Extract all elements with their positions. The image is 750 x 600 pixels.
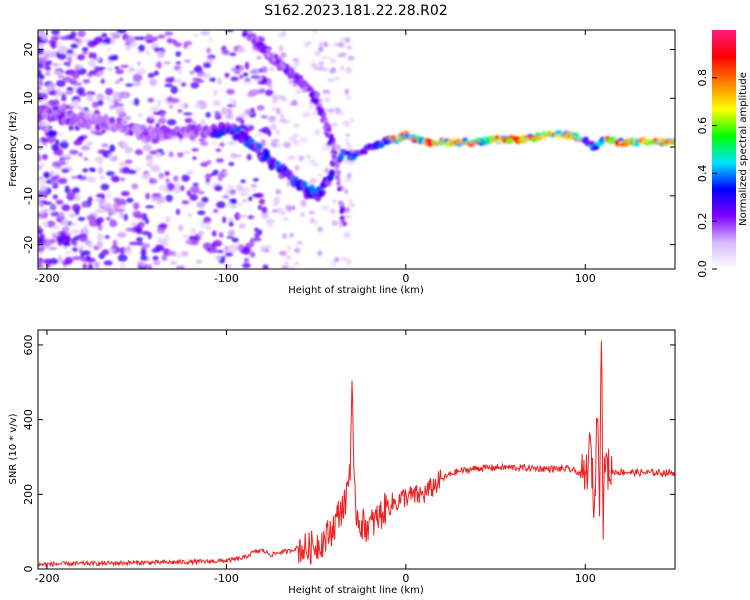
spectrogram-y-tick-label: 10 — [22, 91, 35, 105]
spectrogram-y-ticks: -20 -10 0 10 20 — [22, 43, 675, 254]
spectrogram-y-tick-label: 0 — [22, 144, 35, 151]
spectrogram-plot-area — [38, 30, 675, 269]
spectrogram-x-tick-label: 100 — [575, 272, 596, 285]
spectrogram-y-tick-label: -20 — [22, 236, 35, 254]
figure-title: S162.2023.181.22.28.R02 — [264, 3, 447, 19]
snr-y-tick-label: 600 — [22, 334, 35, 355]
snr-x-tick-label: -100 — [214, 572, 239, 585]
snr-x-axis-label: Height of straight line (km) — [288, 585, 424, 596]
snr-y-ticks: 0 200 400 600 — [22, 334, 675, 573]
colorbar-tick-label: 0.8 — [696, 69, 709, 87]
snr-x-tick-label: 0 — [402, 572, 409, 585]
colorbar-tick-label: 0.6 — [696, 117, 709, 135]
snr-x-tick-label: 100 — [575, 572, 596, 585]
colorbar-bar — [712, 30, 736, 269]
colorbar: 0.0 0.2 0.4 0.6 0.8 Normalized spectral ampl… — [696, 30, 749, 278]
snr-y-axis-label: SNR (10 * v/v) — [8, 413, 19, 484]
spectrogram-x-tick-label: 0 — [402, 272, 409, 285]
snr-x-ticks: -200 -100 0 100 — [34, 330, 596, 585]
spectrogram-x-axis-label: Height of straight line (km) — [288, 285, 424, 296]
spectrogram-x-tick-label: -100 — [214, 272, 239, 285]
colorbar-tick-label: 0.4 — [696, 165, 709, 183]
colorbar-ticks: 0.0 0.2 0.4 0.6 0.8 — [696, 69, 717, 278]
snr-panel: -200 -100 0 100 0 200 400 600 Height of straig… — [8, 329, 676, 596]
colorbar-tick-label: 0.0 — [696, 260, 709, 278]
spectrogram-frame — [37, 29, 676, 270]
spectrogram-ridge — [38, 30, 675, 227]
snr-plot-area — [38, 330, 675, 569]
snr-series-line — [38, 340, 675, 568]
snr-y-tick-label: 200 — [22, 484, 35, 505]
snr-x-tick-label: -200 — [34, 572, 59, 585]
spectrogram-y-tick-label: 20 — [22, 43, 35, 57]
colorbar-label: Normalized spectral amplitude — [738, 72, 749, 226]
snr-y-tick-label: 0 — [22, 566, 35, 573]
spectrogram-y-axis-label: Frequency (Hz) — [8, 111, 19, 187]
spectrogram-y-tick-label: -10 — [22, 187, 35, 205]
spectrogram-x-tick-label: -200 — [34, 272, 59, 285]
snr-frame — [37, 329, 676, 570]
snr-y-tick-label: 400 — [22, 409, 35, 430]
colorbar-tick-label: 0.2 — [696, 212, 709, 230]
spectrogram-x-ticks: -200 -100 0 100 — [34, 30, 596, 285]
